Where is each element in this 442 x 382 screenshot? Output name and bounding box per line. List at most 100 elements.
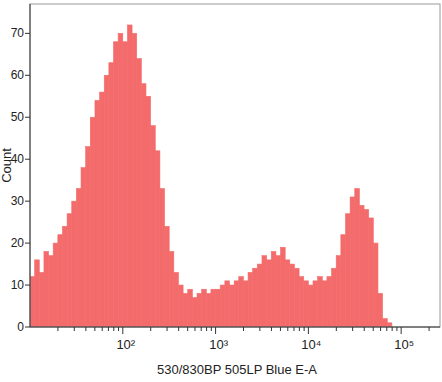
y-axis-label: Count bbox=[0, 148, 14, 183]
minor-tick bbox=[364, 327, 365, 331]
x-tick-label: 10⁵ bbox=[394, 337, 414, 352]
histogram-bar bbox=[230, 285, 235, 327]
histogram-bar bbox=[114, 42, 119, 327]
minor-tick bbox=[396, 327, 397, 331]
y-tick bbox=[25, 117, 30, 118]
histogram-bar bbox=[169, 251, 174, 327]
histogram-bar bbox=[308, 285, 313, 327]
histogram-bar bbox=[355, 189, 360, 327]
histogram-bar bbox=[100, 92, 105, 327]
histogram-bar bbox=[243, 281, 248, 327]
y-tick-label: 20 bbox=[11, 236, 25, 250]
histogram-bar bbox=[267, 260, 272, 327]
minor-tick bbox=[74, 327, 75, 331]
histogram-bar bbox=[327, 277, 332, 327]
y-tick-label: 10 bbox=[11, 278, 25, 292]
y-axis-line bbox=[30, 4, 31, 327]
histogram-bar bbox=[104, 75, 109, 327]
histogram-bar bbox=[383, 319, 388, 327]
histogram-bar bbox=[178, 285, 183, 327]
minor-tick bbox=[187, 327, 188, 331]
histogram-bar bbox=[160, 189, 165, 327]
histogram-bar bbox=[299, 277, 304, 327]
histogram-bar bbox=[188, 289, 193, 327]
y-tick bbox=[25, 75, 30, 76]
histogram-bar bbox=[76, 189, 81, 327]
minor-tick bbox=[113, 327, 114, 331]
y-tick bbox=[25, 243, 30, 244]
histogram-bar bbox=[225, 281, 230, 327]
histogram-bar bbox=[197, 293, 202, 327]
minor-tick bbox=[94, 327, 95, 331]
histogram-bar bbox=[95, 100, 100, 327]
minor-tick bbox=[287, 327, 288, 331]
histogram-bar bbox=[183, 293, 188, 327]
minor-tick bbox=[206, 327, 207, 331]
minor-tick bbox=[211, 327, 212, 331]
histogram-bar bbox=[58, 235, 63, 327]
minor-tick bbox=[352, 327, 353, 331]
histogram-bar bbox=[290, 264, 295, 327]
histogram-bar bbox=[137, 59, 142, 327]
minor-tick bbox=[293, 327, 294, 331]
histogram-bar bbox=[253, 268, 258, 327]
chart: 10²10³10⁴10⁵010203040506070530/830BP 505… bbox=[0, 0, 442, 382]
minor-tick bbox=[167, 327, 168, 331]
minor-tick bbox=[392, 327, 393, 331]
minor-tick bbox=[336, 327, 337, 331]
x-tick bbox=[308, 327, 309, 334]
histogram-bar bbox=[257, 264, 262, 327]
histogram-bar bbox=[62, 226, 67, 327]
histogram-bar bbox=[234, 281, 239, 327]
histogram-bar bbox=[30, 277, 35, 327]
minor-tick bbox=[299, 327, 300, 331]
x-tick bbox=[215, 327, 216, 334]
histogram-bar bbox=[132, 33, 137, 327]
histogram-bar bbox=[53, 243, 58, 327]
histogram-bar bbox=[123, 42, 128, 327]
histogram-bar bbox=[345, 214, 350, 327]
histogram-bar bbox=[336, 256, 341, 327]
minor-tick bbox=[57, 327, 58, 331]
histogram-bar bbox=[39, 272, 44, 327]
y-tick-label: 60 bbox=[11, 68, 25, 82]
histogram-bar bbox=[378, 293, 383, 327]
histogram-bar bbox=[359, 205, 364, 327]
histogram-bar bbox=[49, 256, 54, 327]
minor-tick bbox=[373, 327, 374, 331]
histogram-bar bbox=[248, 272, 253, 327]
minor-tick bbox=[178, 327, 179, 331]
histogram-bar bbox=[151, 126, 156, 327]
minor-tick bbox=[194, 327, 195, 331]
histogram-bar bbox=[369, 218, 374, 327]
histogram-bar bbox=[262, 256, 267, 327]
minor-tick bbox=[102, 327, 103, 331]
minor-tick bbox=[108, 327, 109, 331]
histogram-bar bbox=[192, 298, 197, 327]
histogram-bar bbox=[165, 226, 170, 327]
minor-tick bbox=[386, 327, 387, 331]
x-tick bbox=[401, 327, 402, 334]
histogram-bar bbox=[35, 260, 40, 327]
minor-tick bbox=[118, 327, 119, 331]
histogram-bar bbox=[67, 214, 72, 327]
histogram-bar bbox=[318, 277, 323, 327]
histogram-bar bbox=[281, 247, 286, 327]
histogram-bar bbox=[211, 289, 216, 327]
histogram-bar bbox=[72, 201, 77, 327]
histogram-bar bbox=[285, 260, 290, 327]
plot-frame bbox=[30, 4, 440, 327]
histogram-bar bbox=[322, 281, 327, 327]
y-tick-label: 0 bbox=[17, 320, 24, 334]
histogram-bar bbox=[350, 197, 355, 327]
minor-tick bbox=[380, 327, 381, 331]
histogram-bar bbox=[276, 256, 281, 327]
histogram-bar bbox=[109, 63, 114, 327]
x-tick-label: 10² bbox=[116, 337, 135, 352]
histogram-bar bbox=[332, 268, 337, 327]
y-tick bbox=[25, 285, 30, 286]
histogram-bar bbox=[118, 33, 123, 327]
histogram-bar bbox=[313, 281, 318, 327]
x-axis-line bbox=[30, 327, 440, 328]
minor-tick bbox=[259, 327, 260, 331]
